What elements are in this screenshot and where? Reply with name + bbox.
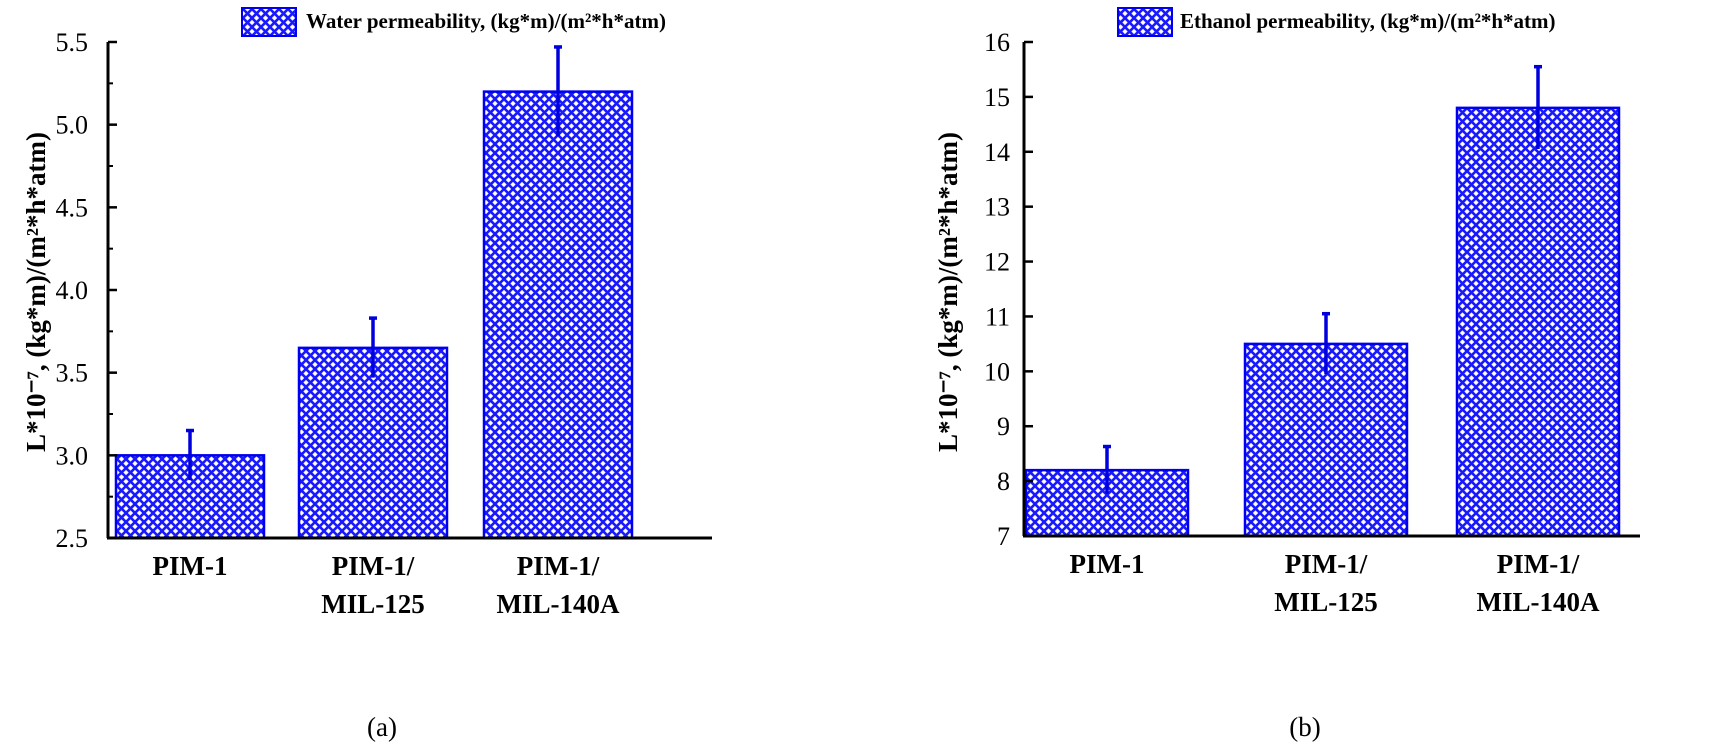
legend-swatch: [241, 7, 297, 37]
y-tick-label: 4.0: [56, 276, 89, 305]
error-bars: [186, 45, 562, 481]
bar-1: [1243, 342, 1409, 538]
legend-swatch: [1117, 7, 1173, 37]
chart-panel-b: Ethanol permeability, (kg*m)/(m²*h*atm) …: [933, 7, 1640, 742]
error-bars: [1103, 64, 1542, 494]
bars: [1024, 106, 1621, 538]
legend-label: Water permeability, (kg*m)/(m²*h*atm): [306, 9, 666, 33]
bar-1: [297, 346, 449, 540]
x-tick-label: PIM-1/MIL-140A: [497, 551, 620, 619]
x-tick-label: PIM-1: [1070, 549, 1145, 579]
y-tick-label: 4.5: [56, 193, 89, 222]
legend: Ethanol permeability, (kg*m)/(m²*h*atm): [1117, 7, 1556, 37]
y-tick-label: 14: [984, 138, 1010, 167]
chart-panel-a: Water permeability, (kg*m)/(m²*h*atm) L*…: [21, 7, 712, 742]
panel-caption: (b): [1289, 712, 1320, 742]
y-tick-label: 5.0: [56, 111, 89, 140]
y-axis-label: L*10⁻⁷, (kg*m)/(m²*h*atm): [933, 132, 963, 452]
y-tick-label: 15: [984, 83, 1010, 112]
x-tick-label: PIM-1: [153, 551, 228, 581]
legend-label: Ethanol permeability, (kg*m)/(m²*h*atm): [1180, 9, 1556, 33]
y-tick-label: 8: [997, 467, 1010, 496]
bars: [114, 90, 634, 540]
y-tick-label: 16: [984, 28, 1010, 57]
y-tick-label: 11: [985, 302, 1010, 331]
x-tick-label: PIM-1/MIL-125: [321, 551, 425, 619]
panel-caption: (a): [367, 712, 397, 742]
y-ticks: 7 8 9 10 11 12 13 14 15 16: [984, 28, 1033, 551]
y-tick-label: 5.5: [56, 28, 89, 57]
y-tick-label: 3.0: [56, 441, 89, 470]
y-tick-label: 12: [984, 248, 1010, 277]
y-tick-label: 13: [984, 193, 1010, 222]
y-axis-label: L*10⁻⁷, (kg*m)/(m²*h*atm): [21, 132, 51, 452]
y-ticks: 2.5 3.0 3.5 4.0 4.5 5.0 5.5: [56, 28, 117, 553]
y-tick-label: 3.5: [56, 359, 89, 388]
bar-2: [1455, 106, 1621, 538]
x-tick-label: PIM-1/MIL-140A: [1477, 549, 1600, 617]
bar-2: [482, 90, 634, 540]
y-tick-label: 2.5: [56, 524, 89, 553]
x-tick-label: PIM-1/MIL-125: [1274, 549, 1378, 617]
y-tick-label: 7: [997, 522, 1010, 551]
y-tick-label: 10: [984, 357, 1010, 386]
x-tick-labels: PIM-1 PIM-1/MIL-125 PIM-1/MIL-140A: [153, 551, 620, 619]
y-tick-label: 9: [997, 412, 1010, 441]
legend: Water permeability, (kg*m)/(m²*h*atm): [241, 7, 666, 37]
x-tick-labels: PIM-1 PIM-1/MIL-125 PIM-1/MIL-140A: [1070, 549, 1600, 617]
